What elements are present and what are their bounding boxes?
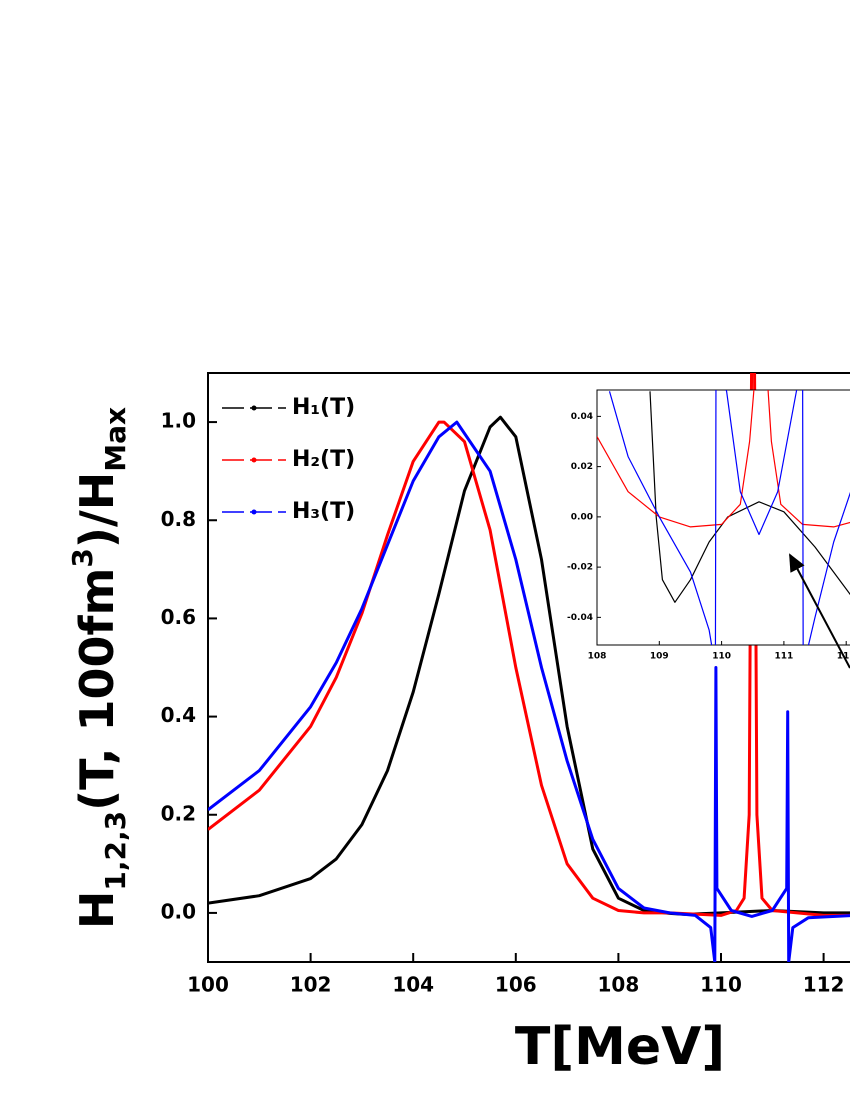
- y-tick-label: 0.00: [571, 512, 593, 522]
- legend-marker: [251, 405, 257, 411]
- y-tick-label: -0.04: [567, 613, 593, 623]
- x-tick-label: 111: [775, 652, 794, 662]
- main-plot: 100 102 104 106 108 110 112 0.0 0.2 0.4 0.6 0.8 1.0 H…: [161, 372, 850, 997]
- x-tick-label: 110: [700, 973, 742, 997]
- plot-area: [597, 390, 850, 645]
- y-tick-label: 0.6: [161, 605, 196, 629]
- y-axis-title-part: Max: [99, 407, 132, 472]
- y-axis-title-part: 3: [66, 548, 99, 567]
- y-tick-label: 0.02: [571, 462, 593, 472]
- x-tick-label: 102: [290, 973, 332, 997]
- inset-background: [596, 389, 850, 646]
- x-tick-label: 112: [803, 973, 845, 997]
- inset-plot: 108109110111112-0.04-0.020.000.020.04: [567, 389, 850, 662]
- series-line: [649, 391, 850, 603]
- y-tick-label: -0.02: [567, 563, 593, 573]
- y-axis-title: H1,2,3(T, 100fm3)/HMax: [66, 407, 132, 929]
- y-tick-label: 0.2: [161, 801, 196, 825]
- y-axis-title-part: )/H: [70, 472, 124, 548]
- y-tick-label: 0.8: [161, 507, 196, 531]
- legend-label: H₃(T): [292, 499, 355, 524]
- x-tick-label: 106: [495, 973, 537, 997]
- series-line: [597, 390, 850, 528]
- x-tick-label: 108: [598, 973, 640, 997]
- x-tick-label: 108: [588, 652, 607, 662]
- x-axis-title: T[MeV]: [515, 1017, 725, 1077]
- y-axis-title-part: 1,2,3: [99, 811, 132, 891]
- legend-marker: [251, 509, 257, 515]
- y-tick-label: 0.4: [161, 703, 196, 727]
- series-line: [208, 420, 850, 962]
- axes-frame: [207, 372, 850, 963]
- y-tick-label: 1.0: [161, 409, 196, 433]
- y-tick-label: 0.0: [161, 899, 196, 923]
- x-tick-label: 104: [392, 973, 434, 997]
- y-tick-label: 0.04: [571, 412, 593, 422]
- x-tick-label: 110: [712, 652, 731, 662]
- x-tick-label: 100: [187, 973, 229, 997]
- legend-marker: [251, 457, 257, 463]
- legend-label: H₂(T): [292, 447, 355, 472]
- y-axis-title-part: H: [70, 891, 124, 930]
- legend-label: H₁(T): [292, 395, 355, 420]
- annotation-arrow: [789, 553, 850, 669]
- series-line: [608, 390, 850, 645]
- x-tick-label: 109: [650, 652, 669, 662]
- y-axis-title-part: (T, 100fm: [70, 568, 124, 811]
